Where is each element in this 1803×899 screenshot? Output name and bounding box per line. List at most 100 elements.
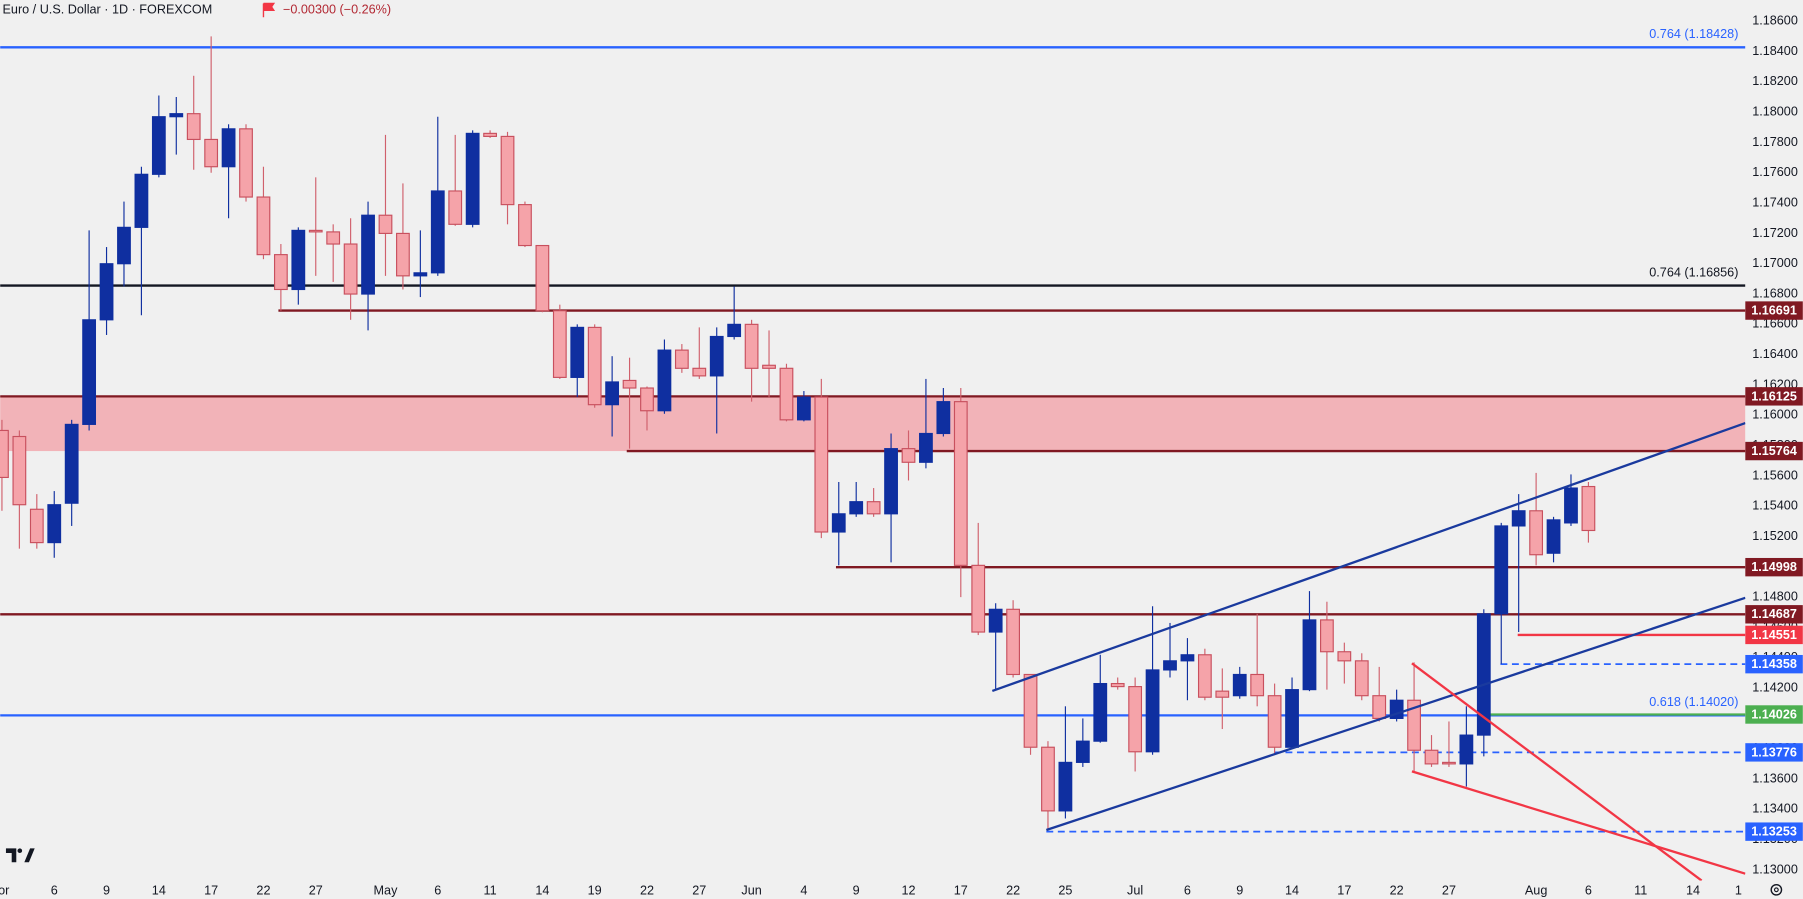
price-box — [1745, 387, 1803, 406]
trendlines — [991, 421, 1746, 882]
candle-body — [151, 116, 166, 175]
candle-body — [570, 326, 585, 378]
candle-body — [1442, 761, 1456, 765]
candle-body — [936, 401, 951, 435]
candle-body — [779, 367, 794, 421]
y-tick-label: 1.17600 — [1752, 165, 1798, 179]
x-tick-label: Jun — [741, 883, 761, 897]
candle-body — [361, 214, 375, 295]
x-tick-label: 22 — [256, 883, 270, 897]
candle-body — [12, 435, 27, 506]
candle-body — [587, 326, 602, 406]
zone — [0, 396, 1746, 452]
candle-body — [1511, 510, 1526, 527]
y-tick-label: 1.15600 — [1752, 468, 1798, 482]
price-box — [1745, 557, 1803, 577]
candle-body — [1093, 682, 1108, 742]
price-box-label: 1.14998 — [1751, 560, 1797, 574]
candle-body — [1320, 619, 1334, 653]
x-tick-label: 9 — [103, 883, 110, 897]
candle-body — [919, 432, 933, 463]
candle-body — [1302, 619, 1317, 691]
candle-body — [988, 608, 1003, 633]
candle-body — [709, 335, 724, 377]
price-box-label: 1.13776 — [1751, 745, 1797, 759]
x-tick-label: 11 — [1634, 883, 1647, 897]
header: Euro / U.S. Dollar · 1D · FOREXCOM −0.00… — [3, 2, 391, 18]
wedge-lower — [1411, 770, 1746, 875]
x-tick-label: 14 — [152, 883, 166, 897]
x-tick-label: 1 — [1735, 883, 1742, 897]
x-tick-label: 17 — [204, 883, 218, 897]
candle-body — [1372, 695, 1387, 720]
y-tick-label: 1.14800 — [1752, 590, 1798, 604]
candle-body — [413, 272, 428, 277]
candle-body — [99, 263, 114, 321]
price-box — [1745, 625, 1803, 645]
candle-body — [1529, 510, 1544, 556]
candle-body — [866, 501, 881, 515]
candle-body — [953, 401, 968, 566]
x-tick-label: 4 — [800, 883, 807, 897]
price-box-label: 1.16125 — [1751, 389, 1797, 403]
x-tick-label: 22 — [640, 883, 654, 897]
candle-body — [535, 244, 550, 312]
candle-body — [291, 229, 306, 291]
candle-body — [901, 448, 916, 463]
y-tick-label: 1.13000 — [1752, 862, 1798, 876]
x-tick-label: Aug — [1525, 883, 1547, 897]
candle-body — [814, 396, 829, 533]
candle-body — [221, 128, 236, 168]
x-tick-label: 14 — [1285, 883, 1299, 897]
candle-body — [1494, 525, 1509, 615]
price-box-label: 1.15764 — [1751, 444, 1797, 458]
level-label: 0.764 (1.18428) — [1649, 27, 1738, 41]
candle-body — [47, 504, 62, 544]
settings-icon[interactable] — [1770, 883, 1783, 896]
candle-body — [657, 349, 672, 412]
candle-body — [884, 448, 898, 515]
y-tick-label: 1.13600 — [1752, 771, 1798, 785]
x-tick-label: 22 — [1390, 883, 1404, 897]
y-tick-label: 1.16000 — [1752, 408, 1798, 422]
candle-body — [1337, 651, 1352, 662]
change: −0.00300 (−0.26%) — [283, 3, 391, 17]
candle-body — [239, 128, 253, 198]
candle-body — [674, 349, 689, 369]
candle-body — [727, 323, 742, 338]
channel-upper — [991, 421, 1746, 693]
candle-body — [1075, 740, 1090, 763]
candle-body — [1581, 485, 1596, 532]
candle-body — [1250, 673, 1265, 697]
candle-body — [134, 173, 149, 228]
price-box — [1745, 705, 1803, 724]
x-tick-label: 12 — [901, 883, 915, 897]
x-tick-label: 11 — [484, 883, 497, 897]
candle-body — [448, 190, 463, 225]
candle-body — [622, 379, 637, 389]
y-tick-label: 1.17800 — [1752, 135, 1798, 149]
candle-body — [1215, 690, 1230, 698]
candle-body — [396, 232, 410, 277]
price-box-label: 1.14358 — [1751, 657, 1797, 671]
candle-body — [186, 113, 201, 141]
price-box-label: 1.14026 — [1751, 707, 1797, 721]
y-tick-label: 1.16400 — [1752, 347, 1798, 361]
candle-body — [1145, 669, 1160, 753]
x-tick-label: 22 — [1006, 883, 1020, 897]
candle-body — [1128, 686, 1143, 753]
price-box-label: 1.16691 — [1751, 303, 1797, 317]
x-tick-label: May — [374, 883, 399, 897]
x-tick-label: 6 — [1184, 883, 1191, 897]
flag-icon — [262, 2, 276, 18]
candle-body — [64, 423, 79, 504]
price-box — [1745, 743, 1803, 762]
y-tick-label: 1.15200 — [1752, 529, 1798, 543]
candle-body — [796, 396, 811, 421]
candle-body — [1058, 761, 1073, 812]
y-tick-label: 1.17200 — [1752, 226, 1798, 240]
y-tick-label: 1.17400 — [1752, 195, 1798, 209]
tv-logo — [5, 848, 35, 863]
